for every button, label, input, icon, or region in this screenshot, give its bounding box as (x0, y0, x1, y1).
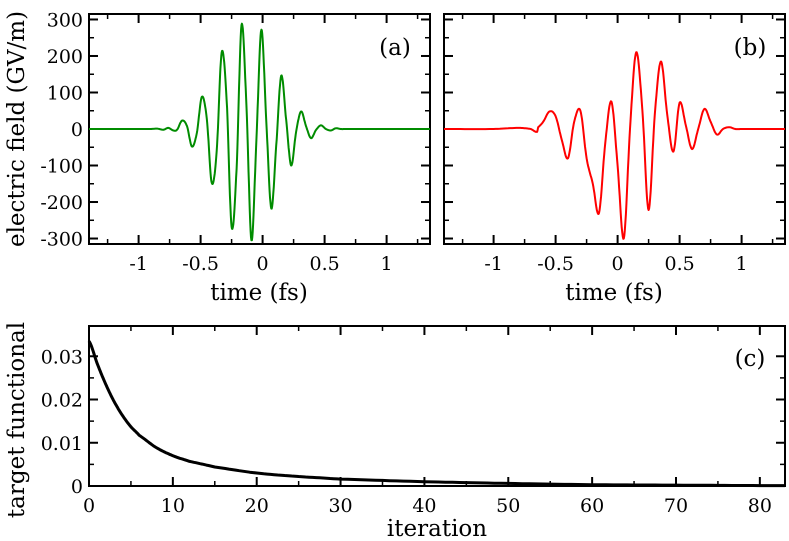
panel-a-xlabel: time (fs) (210, 280, 308, 306)
y-tick-label: 200 (47, 46, 83, 68)
y-tick-label: 0 (71, 119, 83, 141)
panel-c-ticks: 0 10 20 30 40 50 60 70 80 0 0.01 0.02 0.03 (41, 326, 785, 517)
x-tick-label: 1 (381, 253, 393, 275)
panel-a-series-line (89, 22, 430, 242)
x-tick-label: 0.5 (664, 253, 694, 275)
x-tick-label: 0 (612, 253, 624, 275)
y-tick-label: -300 (40, 229, 83, 251)
panel-b-ticks: -1 -0.5 0 0.5 1 (444, 14, 785, 275)
panel-b: -1 -0.5 0 0.5 1 (b) time (fs) (443, 13, 786, 306)
x-tick-label: 0.5 (309, 253, 339, 275)
x-tick-label: 60 (580, 495, 604, 517)
y-tick-label: 0.02 (41, 390, 83, 412)
x-tick-label: 10 (161, 495, 185, 517)
y-tick-label: -200 (40, 192, 83, 214)
panel-a-label: (a) (379, 35, 411, 61)
y-tick-label: 300 (47, 9, 83, 31)
panel-c-xlabel: iteration (387, 516, 487, 541)
x-tick-label: 0 (257, 253, 269, 275)
x-tick-label: 80 (748, 495, 772, 517)
panel-b-label: (b) (734, 35, 767, 61)
x-tick-label: -0.5 (182, 253, 219, 275)
y-tick-label: 0.01 (41, 433, 83, 455)
shared-ylabel: electric field (GV/m) (4, 11, 30, 247)
x-tick-label: 20 (245, 495, 269, 517)
x-tick-label: 1 (736, 253, 748, 275)
x-tick-label: 30 (328, 495, 352, 517)
panel-b-xlabel: time (fs) (565, 280, 663, 306)
y-tick-label: 100 (47, 82, 83, 104)
x-tick-label: -1 (484, 253, 503, 275)
x-tick-label: 0 (83, 495, 95, 517)
y-tick-label: 0.03 (41, 346, 83, 368)
panel-b-series-line (444, 51, 785, 240)
x-tick-label: -0.5 (537, 253, 574, 275)
panel-c-ylabel: target functional (4, 322, 30, 518)
x-tick-label: 50 (496, 495, 520, 517)
panel-c-series-line (87, 340, 785, 488)
y-tick-label: 0 (71, 476, 83, 498)
panel-c-frame (88, 325, 786, 487)
x-tick-label: 40 (412, 495, 436, 517)
panel-c-label: (c) (735, 346, 766, 372)
y-tick-label: -100 (40, 156, 83, 178)
panel-c: 0 10 20 30 40 50 60 70 80 0 0.01 0.02 0.03 (c) itera… (4, 322, 786, 541)
x-tick-label: -1 (129, 253, 148, 275)
panel-a-ticks: -1 -0.5 0 0.5 1 -300 -200 -100 0 100 200 300 (40, 9, 430, 275)
panel-a: -1 -0.5 0 0.5 1 -300 -200 -100 0 100 200 300 (a) ti… (4, 9, 431, 306)
x-tick-label: 70 (664, 495, 688, 517)
